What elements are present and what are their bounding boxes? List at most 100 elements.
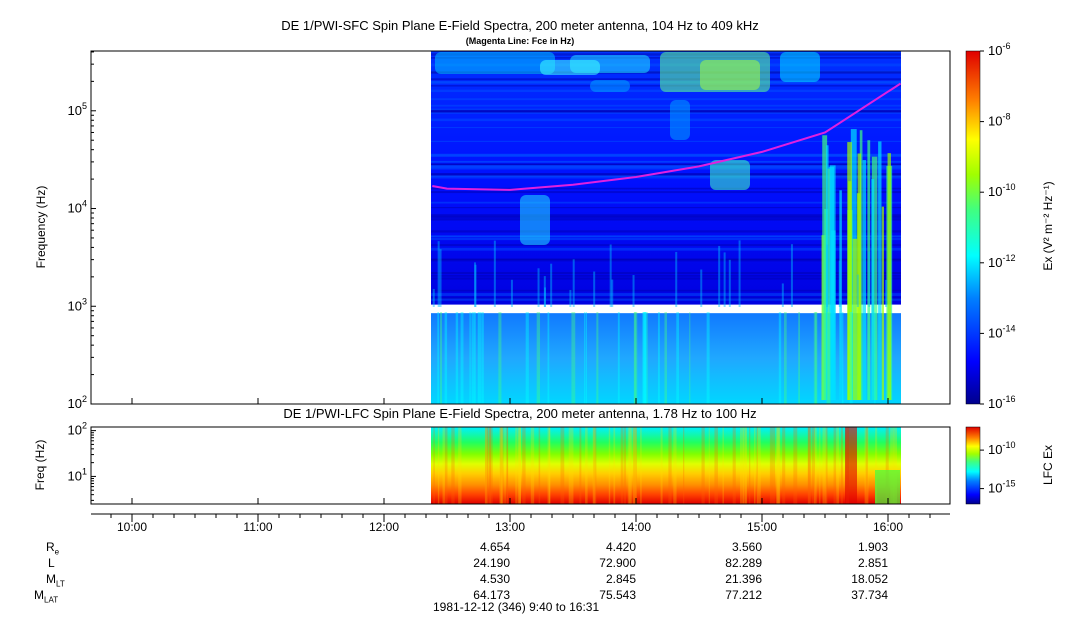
sfc-low-streak: [617, 312, 620, 404]
sfc-emission-patch: [540, 60, 600, 75]
sfc-streak: [839, 190, 842, 400]
sfc-low-streak: [783, 312, 787, 404]
lfc-streak: [793, 427, 798, 504]
sfc-y-tick-label-0: 102: [68, 394, 87, 411]
sfc-cbar-tick-label-4: 10-14: [988, 323, 1015, 340]
sfc-low-streak: [798, 312, 800, 404]
sfc-streak: [878, 141, 882, 400]
ephemeris-value: 64.173: [473, 588, 510, 602]
time-axis-label-2: 12:00: [369, 520, 399, 534]
lfc-streak: [504, 427, 506, 504]
ephemeris-value: 21.396: [725, 572, 762, 586]
sfc-mid-streak: [718, 245, 721, 307]
sfc-low-streak: [437, 312, 440, 404]
sfc-cbar-tick-label-1: 10-8: [988, 112, 1010, 129]
lfc-streak: [499, 427, 504, 504]
lfc-streak: [836, 427, 839, 504]
lfc-streak: [811, 427, 815, 504]
ephemeris-label-main: L: [48, 556, 55, 570]
lfc-streak: [640, 427, 642, 504]
lfc-cbar-tick-label-1: 10-15: [988, 479, 1015, 496]
sfc-low-streak: [657, 312, 660, 404]
lfc-plot-frame: [90, 426, 951, 505]
lfc-streak: [593, 427, 597, 504]
sfc-low-streak: [455, 312, 459, 404]
time-axis-label-4: 14:00: [621, 520, 651, 534]
sfc-band: [431, 247, 901, 251]
lfc-streak: [451, 427, 455, 504]
lfc-streak: [585, 427, 588, 504]
lfc-streak: [740, 427, 744, 504]
sfc-mid-streak: [728, 259, 731, 307]
sfc-streak: [871, 156, 878, 400]
sfc-data-gap: [431, 304, 901, 314]
sfc-low-streak: [536, 312, 541, 404]
ephemeris-value: 24.190: [473, 556, 510, 570]
lfc-streak: [890, 427, 895, 504]
sfc-low-streak: [477, 312, 480, 404]
sfc-low-streak: [642, 312, 646, 404]
sfc-low-streak: [481, 312, 484, 404]
sfc-mid-streak: [569, 289, 572, 307]
sfc-band: [431, 272, 901, 274]
sfc-band: [431, 297, 901, 300]
sfc-band: [431, 110, 901, 113]
lfc-streak: [769, 427, 773, 504]
lfc-streak: [754, 427, 756, 504]
ephemeris-value: 37.734: [851, 588, 888, 602]
sfc-band: [431, 160, 901, 163]
lfc-streak: [756, 427, 758, 504]
sfc-band: [431, 104, 901, 107]
sfc-low-streak: [471, 312, 476, 404]
sfc-band: [431, 215, 901, 217]
sfc-emission-patch: [435, 52, 555, 74]
sfc-band: [431, 118, 901, 122]
lfc-streak: [629, 427, 633, 504]
lfc-streak: [743, 427, 747, 504]
sfc-mid-streak: [537, 268, 540, 307]
sfc-emission-patch: [590, 80, 630, 92]
sfc-band: [431, 163, 901, 166]
sfc-mid-streak: [437, 241, 440, 307]
sfc-low-streak: [444, 312, 448, 404]
lfc-streak: [865, 427, 868, 504]
lfc-streak: [518, 427, 522, 504]
sfc-band: [431, 111, 901, 114]
lfc-streak: [499, 427, 504, 504]
lfc-streak: [777, 427, 781, 504]
lfc-y-tick-label-1: 102: [68, 421, 87, 438]
sfc-band: [431, 173, 901, 175]
sfc-low-streak: [633, 312, 637, 404]
lfc-streak: [560, 427, 565, 504]
lfc-streak: [489, 427, 493, 504]
sfc-mid-streak: [493, 240, 496, 307]
ephemeris-label-sub: LT: [56, 579, 65, 589]
lfc-streak: [522, 427, 526, 504]
ephemeris-value: 3.560: [731, 540, 762, 554]
lfc-streak: [515, 427, 518, 504]
sfc-low-streak: [841, 312, 844, 404]
ephemeris-value: 82.289: [725, 556, 762, 570]
sfc-low-streak: [634, 312, 638, 404]
sfc-cbar-tick-label-0: 10-6: [988, 41, 1010, 58]
lfc-cbar-tick-label-0: 10-10: [988, 440, 1015, 457]
sfc-band: [431, 175, 901, 179]
ephemeris-value: 75.543: [599, 588, 636, 602]
sfc-colorbar-label: Ex (V² m⁻² Hz⁻¹): [1041, 181, 1055, 271]
lfc-y-axis-label: Freq (Hz): [33, 439, 47, 491]
time-axis-label-5: 15:00: [747, 520, 777, 534]
sfc-low-streak: [478, 312, 482, 404]
lfc-spectrogram-image: [431, 427, 901, 504]
sfc-mid-streak: [572, 259, 575, 307]
sfc-band: [431, 187, 901, 190]
sfc-band: [431, 298, 901, 301]
lfc-streak: [840, 427, 843, 504]
lfc-streak: [530, 427, 535, 504]
sfc-streak: [887, 153, 891, 400]
sfc-band: [431, 235, 901, 238]
lfc-streak: [660, 427, 663, 504]
lfc-streak: [506, 427, 509, 504]
sfc-low-streak: [706, 312, 710, 404]
sfc-cbar-tick-label-3: 10-12: [988, 253, 1015, 270]
ephemeris-value: 2.845: [605, 572, 636, 586]
